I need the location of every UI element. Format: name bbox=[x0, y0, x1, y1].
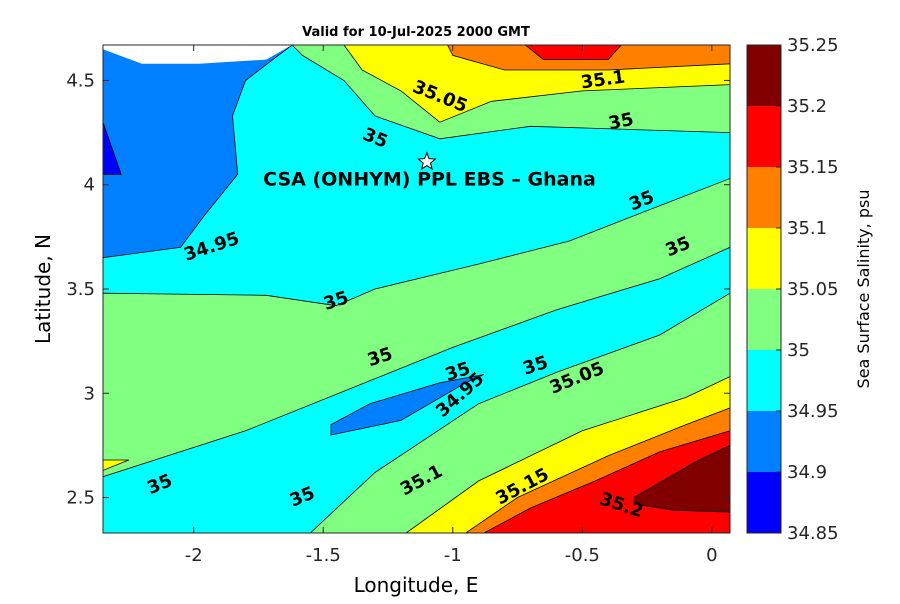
x-axis-label: Longitude, E bbox=[354, 573, 479, 597]
contour-region bbox=[103, 122, 122, 175]
site-star-marker bbox=[416, 151, 437, 171]
x-tick-label: 0 bbox=[706, 545, 717, 566]
colorbar-tick-label: 35.2 bbox=[787, 96, 827, 117]
contour-label: 35 bbox=[607, 109, 636, 135]
nodata-mask bbox=[103, 45, 293, 64]
contour-fills bbox=[103, 45, 730, 533]
annotations: CSA (ONHYM) PPL EBS – Ghana bbox=[263, 151, 596, 191]
contour-region bbox=[103, 45, 293, 259]
colorbar-tick-label: 35.25 bbox=[787, 35, 839, 56]
nodata-region bbox=[103, 45, 293, 64]
x-axis: -2 -1.5 -1 -0.5 0 bbox=[185, 45, 718, 566]
y-tick-label: 4 bbox=[84, 175, 95, 196]
y-axis: 2.5 3 3.5 4 4.5 bbox=[66, 70, 730, 509]
colorbar-segment bbox=[747, 411, 781, 472]
contour-region bbox=[330, 374, 485, 436]
colorbar-tick-label: 34.95 bbox=[787, 401, 839, 422]
colorbar-segment bbox=[747, 289, 781, 350]
colorbar-tick-label: 35 bbox=[787, 340, 810, 361]
colorbar-segment bbox=[747, 167, 781, 228]
x-tick-label: -1.5 bbox=[306, 545, 341, 566]
y-tick-label: 4.5 bbox=[66, 70, 95, 91]
site-label: CSA (ONHYM) PPL EBS – Ghana bbox=[263, 169, 596, 191]
colorbar-segment bbox=[747, 472, 781, 533]
y-tick-label: 3.5 bbox=[66, 279, 95, 300]
contour-region bbox=[103, 178, 730, 478]
x-tick-label: -2 bbox=[185, 545, 203, 566]
colorbar-segment bbox=[747, 45, 781, 106]
colorbar-tick-label: 35.15 bbox=[787, 157, 839, 178]
x-tick-label: -0.5 bbox=[565, 545, 600, 566]
y-tick-label: 2.5 bbox=[66, 488, 95, 509]
colorbar-label: Sea Surface Salinity, psu bbox=[854, 190, 873, 389]
colorbar: 34.85 34.9 34.95 35 35.05 35.1 35.15 35.2 35.25 bbox=[746, 35, 839, 544]
y-axis-label: Latitude, N bbox=[31, 234, 55, 344]
chart-title: Valid for 10-Jul-2025 2000 GMT bbox=[302, 25, 530, 40]
colorbar-tick-label: 35.1 bbox=[787, 218, 827, 239]
colorbar-tick-label: 34.9 bbox=[787, 462, 827, 483]
colorbar-segment bbox=[747, 350, 781, 411]
contour-region bbox=[103, 459, 130, 471]
contour-region bbox=[524, 45, 622, 60]
colorbar-tick-label: 34.85 bbox=[787, 523, 839, 544]
colorbar-tick-label: 35.05 bbox=[787, 279, 839, 300]
contour-region bbox=[633, 444, 730, 513]
x-tick-label: -1 bbox=[444, 545, 462, 566]
colorbar-segment bbox=[747, 228, 781, 289]
y-tick-label: 3 bbox=[84, 383, 95, 404]
colorbar-segment bbox=[747, 106, 781, 167]
